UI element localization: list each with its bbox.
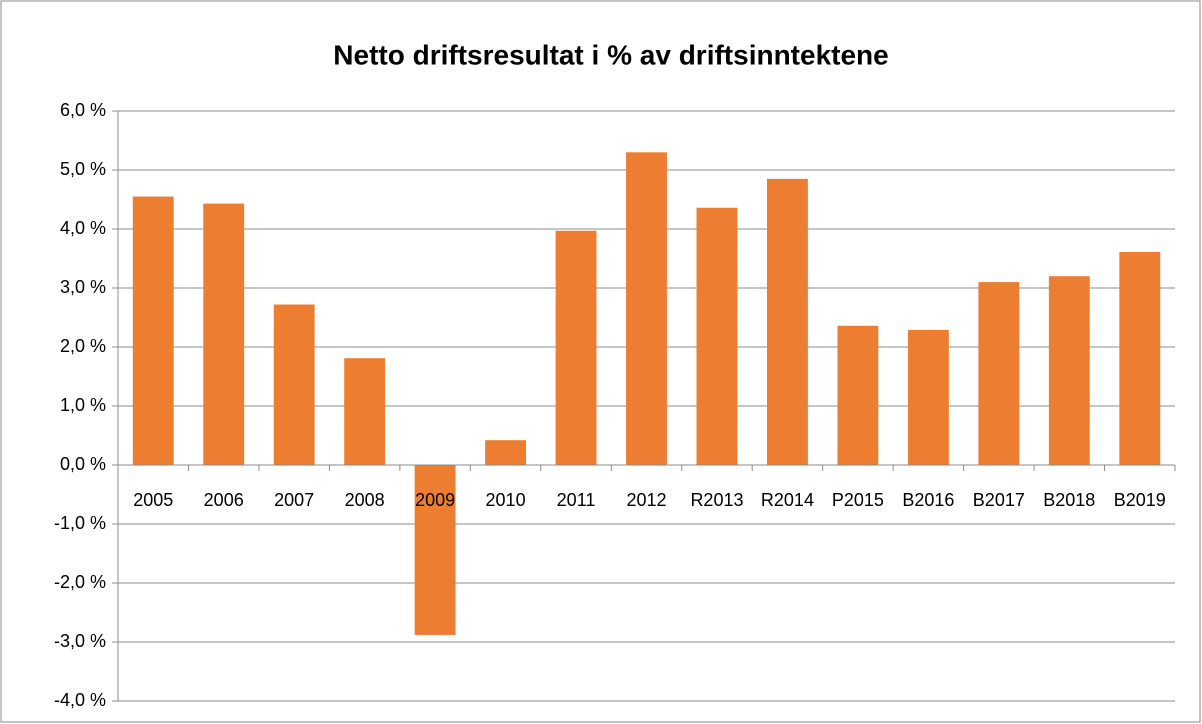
x-tick-label: 2012 bbox=[626, 490, 666, 510]
x-tick-label: 2007 bbox=[274, 490, 314, 510]
bar bbox=[273, 304, 315, 465]
y-tick-label: -3,0 % bbox=[54, 631, 106, 651]
y-tick-label: 5,0 % bbox=[60, 159, 106, 179]
x-tick-label: 2006 bbox=[204, 490, 244, 510]
x-tick-label: P2015 bbox=[832, 490, 884, 510]
y-tick-label: 2,0 % bbox=[60, 336, 106, 356]
bar bbox=[696, 207, 738, 465]
bar bbox=[1119, 252, 1161, 465]
bar bbox=[1048, 276, 1090, 465]
bar bbox=[978, 282, 1020, 465]
bar bbox=[132, 196, 174, 466]
bar bbox=[414, 465, 456, 635]
y-tick-label: -1,0 % bbox=[54, 513, 106, 533]
x-tick-label: B2016 bbox=[902, 490, 954, 510]
bar bbox=[485, 440, 527, 465]
bar bbox=[203, 203, 245, 465]
y-tick-label: 6,0 % bbox=[60, 100, 106, 120]
x-tick-label: B2018 bbox=[1043, 490, 1095, 510]
y-tick-label: 3,0 % bbox=[60, 277, 106, 297]
bar bbox=[626, 152, 667, 466]
y-tick-label: -2,0 % bbox=[54, 572, 106, 592]
bar bbox=[766, 178, 808, 465]
x-tick-label: R2013 bbox=[690, 490, 743, 510]
x-tick-label: 2005 bbox=[133, 490, 173, 510]
bar bbox=[837, 325, 879, 465]
bar bbox=[344, 358, 386, 465]
x-tick-label: B2017 bbox=[973, 490, 1025, 510]
x-tick-label: 2011 bbox=[557, 490, 596, 510]
y-tick-label: 4,0 % bbox=[60, 218, 106, 238]
x-tick-label: 2008 bbox=[345, 490, 385, 510]
x-tick-label: R2014 bbox=[761, 490, 814, 510]
y-tick-label: -4,0 % bbox=[54, 690, 106, 710]
bar bbox=[907, 329, 949, 465]
chart-title: Netto driftsresultat i % av driftsinntek… bbox=[333, 39, 888, 70]
y-tick-label: 0,0 % bbox=[60, 454, 106, 474]
x-tick-label: 2010 bbox=[486, 490, 526, 510]
x-tick-label: 2009 bbox=[415, 490, 455, 510]
bar bbox=[555, 230, 597, 465]
y-tick-label: 1,0 % bbox=[60, 395, 106, 415]
x-tick-label: B2019 bbox=[1114, 490, 1166, 510]
